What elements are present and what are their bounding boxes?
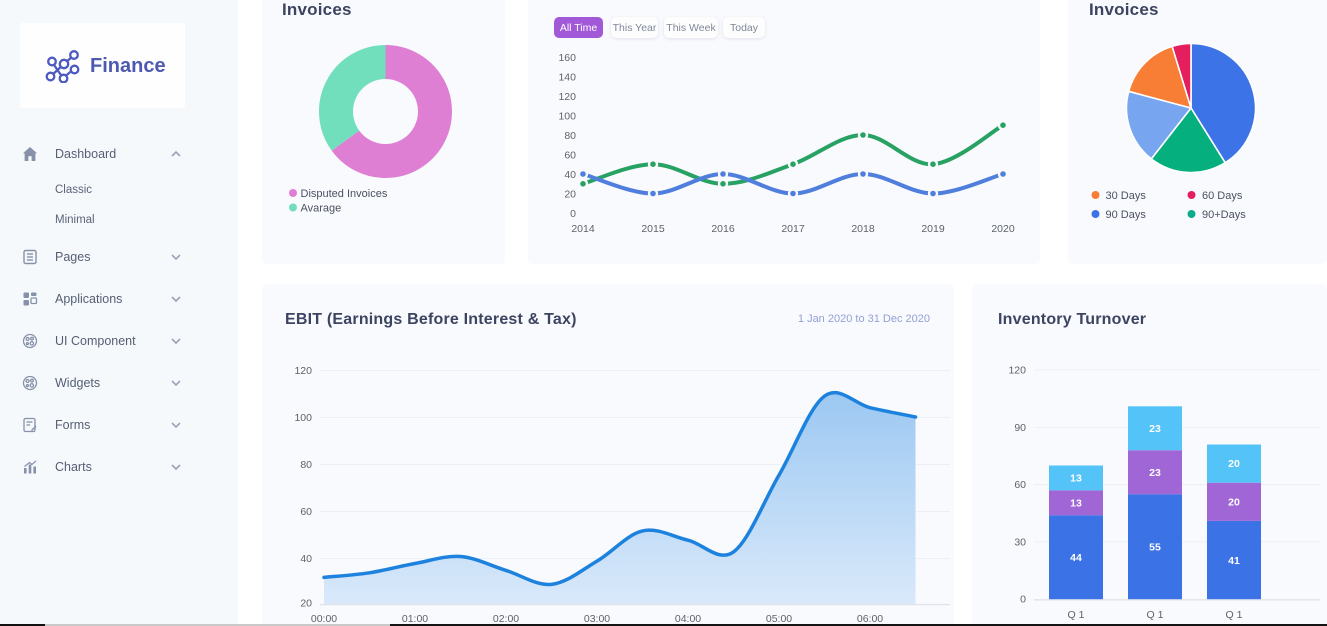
svg-text:80: 80: [300, 459, 312, 471]
svg-text:120: 120: [294, 365, 312, 377]
svg-text:55: 55: [1149, 542, 1161, 554]
svg-text:41: 41: [1228, 555, 1240, 567]
svg-text:Q 1: Q 1: [1068, 609, 1085, 621]
svg-text:60: 60: [300, 506, 312, 518]
svg-text:Disputed Invoices: Disputed Invoices: [301, 188, 388, 200]
svg-text:80: 80: [564, 130, 576, 142]
svg-text:2014: 2014: [571, 223, 595, 235]
svg-text:2015: 2015: [641, 223, 665, 235]
svg-text:13: 13: [1070, 498, 1082, 510]
svg-text:2017: 2017: [781, 223, 805, 235]
svg-text:20: 20: [300, 598, 312, 610]
svg-text:40: 40: [300, 553, 312, 565]
svg-text:120: 120: [558, 91, 576, 103]
svg-text:02:00: 02:00: [493, 613, 519, 625]
svg-text:20: 20: [1228, 497, 1240, 509]
svg-text:0: 0: [570, 208, 576, 220]
svg-text:120: 120: [1008, 365, 1026, 377]
svg-text:30: 30: [1014, 536, 1026, 548]
svg-text:20: 20: [1228, 458, 1240, 470]
svg-text:90: 90: [1014, 422, 1026, 434]
svg-text:00:00: 00:00: [311, 613, 337, 625]
svg-text:04:00: 04:00: [675, 613, 701, 625]
svg-text:60: 60: [564, 150, 576, 162]
svg-text:100: 100: [558, 111, 576, 123]
svg-text:160: 160: [558, 52, 576, 64]
svg-text:60: 60: [1014, 479, 1026, 491]
svg-text:2016: 2016: [711, 223, 735, 235]
svg-text:0: 0: [1020, 594, 1026, 606]
svg-text:06:00: 06:00: [857, 613, 883, 625]
svg-text:05:00: 05:00: [766, 613, 792, 625]
svg-text:60 Days: 60 Days: [1202, 190, 1243, 202]
svg-text:90+Days: 90+Days: [1202, 209, 1246, 221]
svg-text:100: 100: [294, 412, 312, 424]
svg-text:40: 40: [564, 169, 576, 181]
svg-text:Q 1: Q 1: [1226, 609, 1243, 621]
svg-text:01:00: 01:00: [402, 613, 428, 625]
svg-text:90 Days: 90 Days: [1106, 209, 1147, 221]
svg-text:Q 1: Q 1: [1147, 609, 1164, 621]
svg-text:23: 23: [1149, 423, 1161, 435]
svg-text:44: 44: [1070, 552, 1082, 564]
svg-text:03:00: 03:00: [584, 613, 610, 625]
svg-text:20: 20: [564, 189, 576, 201]
svg-text:13: 13: [1070, 473, 1082, 485]
svg-text:2019: 2019: [921, 223, 945, 235]
svg-text:2020: 2020: [991, 223, 1015, 235]
svg-text:140: 140: [558, 72, 576, 84]
svg-text:23: 23: [1149, 467, 1161, 479]
svg-text:30 Days: 30 Days: [1106, 190, 1147, 202]
svg-text:2018: 2018: [851, 223, 875, 235]
svg-text:Avarage: Avarage: [301, 203, 342, 215]
